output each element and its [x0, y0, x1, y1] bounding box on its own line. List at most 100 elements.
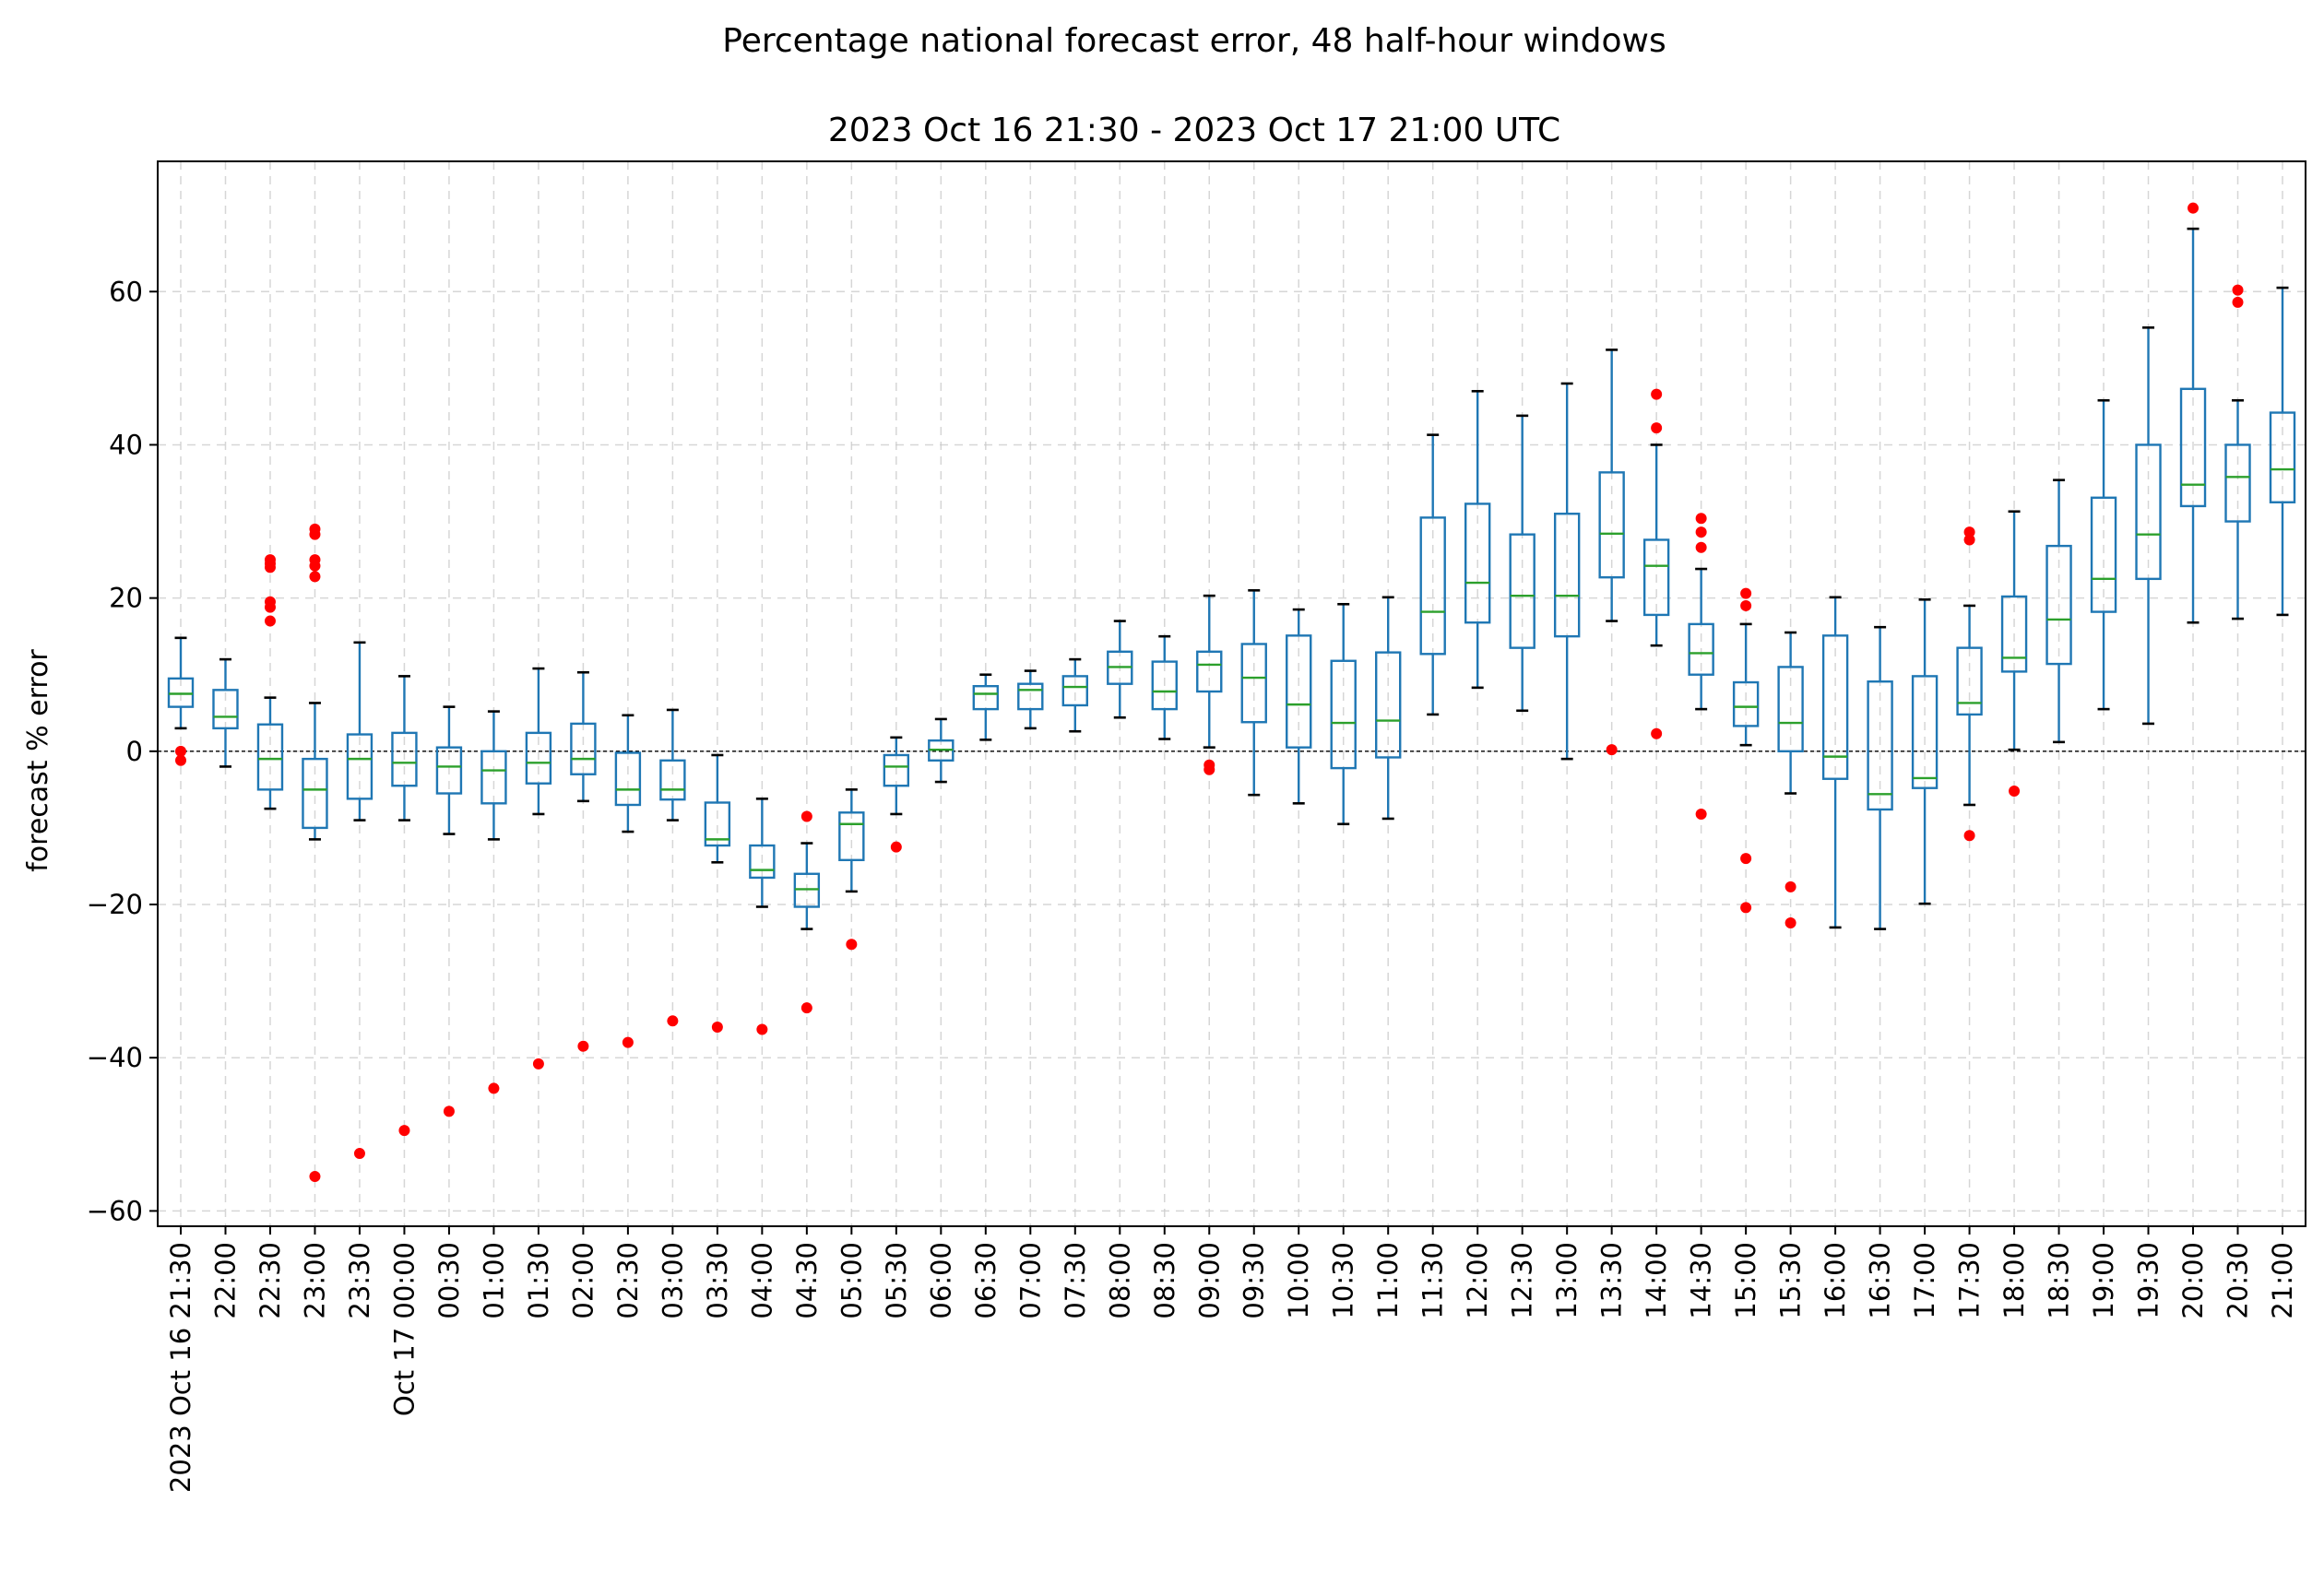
- axes: 2023 Oct 16 21:30 22:00 22:30 23:00 23:30 Oct…: [87, 276, 2298, 1493]
- box-group: [614, 714, 642, 1048]
- x-tick-label: 03:00: [657, 1242, 688, 1319]
- iqr-box: [2000, 595, 2028, 673]
- outlier-point: [1695, 808, 1707, 820]
- x-tick-label: 20:00: [2177, 1242, 2209, 1319]
- outlier-point: [667, 1015, 679, 1027]
- outlier-point: [1651, 727, 1663, 739]
- x-tick-label: 2023 Oct 16 21:30: [165, 1242, 196, 1493]
- box-group: [1732, 587, 1760, 914]
- box-group: [1061, 657, 1088, 733]
- x-tick-label: 08:00: [1104, 1242, 1135, 1319]
- iqr-box: [1777, 666, 1804, 753]
- outlier-point: [1963, 534, 1975, 546]
- x-tick-label: 16:30: [1865, 1242, 1896, 1319]
- iqr-box: [1464, 502, 1491, 624]
- box-group: [2045, 479, 2072, 744]
- x-tick-label: 11:30: [1417, 1242, 1449, 1319]
- box-group: [2224, 284, 2251, 621]
- iqr-box: [1642, 538, 1670, 617]
- outlier-point: [622, 1036, 634, 1048]
- outlier-point: [1695, 541, 1707, 553]
- y-tick-label: 0: [126, 736, 143, 767]
- iqr-box: [883, 753, 910, 787]
- outlier-point: [309, 1170, 321, 1182]
- box-group: [2269, 286, 2296, 617]
- iqr-box: [1598, 471, 1625, 579]
- box-group: [212, 657, 239, 768]
- box-group: [1196, 594, 1223, 775]
- box-group: [1017, 669, 1044, 730]
- iqr-box: [480, 750, 507, 805]
- iqr-box: [1419, 516, 1446, 656]
- x-tick-label: 20:30: [2223, 1242, 2254, 1319]
- x-tick-label: 05:00: [836, 1242, 867, 1319]
- outlier-point: [264, 554, 276, 566]
- x-tick-label: 14:30: [1686, 1242, 1717, 1319]
- box-group: [302, 523, 328, 1182]
- outlier-point: [1695, 513, 1707, 525]
- box-group: [346, 641, 374, 1160]
- box-group: [1330, 602, 1357, 826]
- x-tick-label: 10:30: [1328, 1242, 1359, 1319]
- box-group: [1821, 596, 1849, 929]
- outlier-point: [532, 1058, 544, 1070]
- outlier-point: [488, 1082, 500, 1094]
- x-tick-label: 13:00: [1551, 1242, 1583, 1319]
- outlier-point: [264, 596, 276, 608]
- outlier-point: [1651, 388, 1663, 400]
- iqr-box: [1286, 634, 1312, 749]
- box-group: [525, 667, 552, 1070]
- iqr-box: [1151, 660, 1178, 711]
- box-group: [256, 554, 284, 810]
- iqr-box: [1867, 680, 1893, 811]
- x-tick-label: 01:00: [478, 1242, 509, 1319]
- iqr-box: [793, 872, 821, 908]
- x-tick-label: 14:00: [1641, 1242, 1672, 1319]
- iqr-box: [1688, 622, 1714, 676]
- x-tick-label: 06:00: [925, 1242, 956, 1319]
- box-group: [1107, 620, 1133, 719]
- box-group: [1642, 388, 1670, 739]
- outlier-point: [1651, 422, 1663, 434]
- x-tick-label: 19:00: [2088, 1242, 2119, 1319]
- outlier-point: [309, 554, 321, 566]
- box-series: [167, 202, 2296, 1182]
- y-tick-label: 20: [109, 583, 143, 614]
- box-group: [793, 810, 821, 1014]
- x-tick-label: 06:30: [970, 1242, 1002, 1319]
- box-group: [928, 717, 954, 784]
- iqr-box: [2090, 496, 2117, 613]
- box-group: [167, 636, 195, 766]
- outlier-point: [264, 615, 276, 627]
- x-tick-label: 23:30: [344, 1242, 375, 1319]
- iqr-box: [1821, 634, 1849, 780]
- iqr-box: [2179, 387, 2207, 508]
- x-tick-label: 13:30: [1596, 1242, 1628, 1319]
- outlier-point: [846, 939, 858, 951]
- outlier-point: [353, 1148, 365, 1160]
- box-group: [1419, 433, 1446, 716]
- box-group: [391, 675, 418, 1137]
- box-group: [2000, 510, 2028, 798]
- x-tick-label: 23:00: [299, 1242, 330, 1319]
- box-group: [1598, 349, 1625, 756]
- grid-lines: [158, 161, 2306, 1226]
- outlier-point: [2188, 202, 2200, 214]
- iqr-box: [570, 722, 597, 775]
- x-tick-label: 18:00: [1998, 1242, 2030, 1319]
- x-tick-label: 09:30: [1239, 1242, 1270, 1319]
- iqr-box: [704, 801, 731, 847]
- outlier-point: [890, 841, 902, 853]
- iqr-box: [1061, 675, 1088, 707]
- x-tick-label: 12:30: [1507, 1242, 1538, 1319]
- outlier-point: [1784, 916, 1796, 928]
- box-group: [1777, 631, 1804, 928]
- box-group: [1911, 597, 1939, 905]
- x-tick-label: 16:00: [1820, 1242, 1851, 1319]
- x-tick-label: 05:30: [881, 1242, 912, 1319]
- y-tick-label: −40: [87, 1042, 143, 1073]
- box-group: [2090, 398, 2117, 711]
- x-tick-label: 18:30: [2044, 1242, 2075, 1319]
- x-tick-label: 19:30: [2133, 1242, 2164, 1319]
- x-tick-label: 02:00: [567, 1242, 599, 1319]
